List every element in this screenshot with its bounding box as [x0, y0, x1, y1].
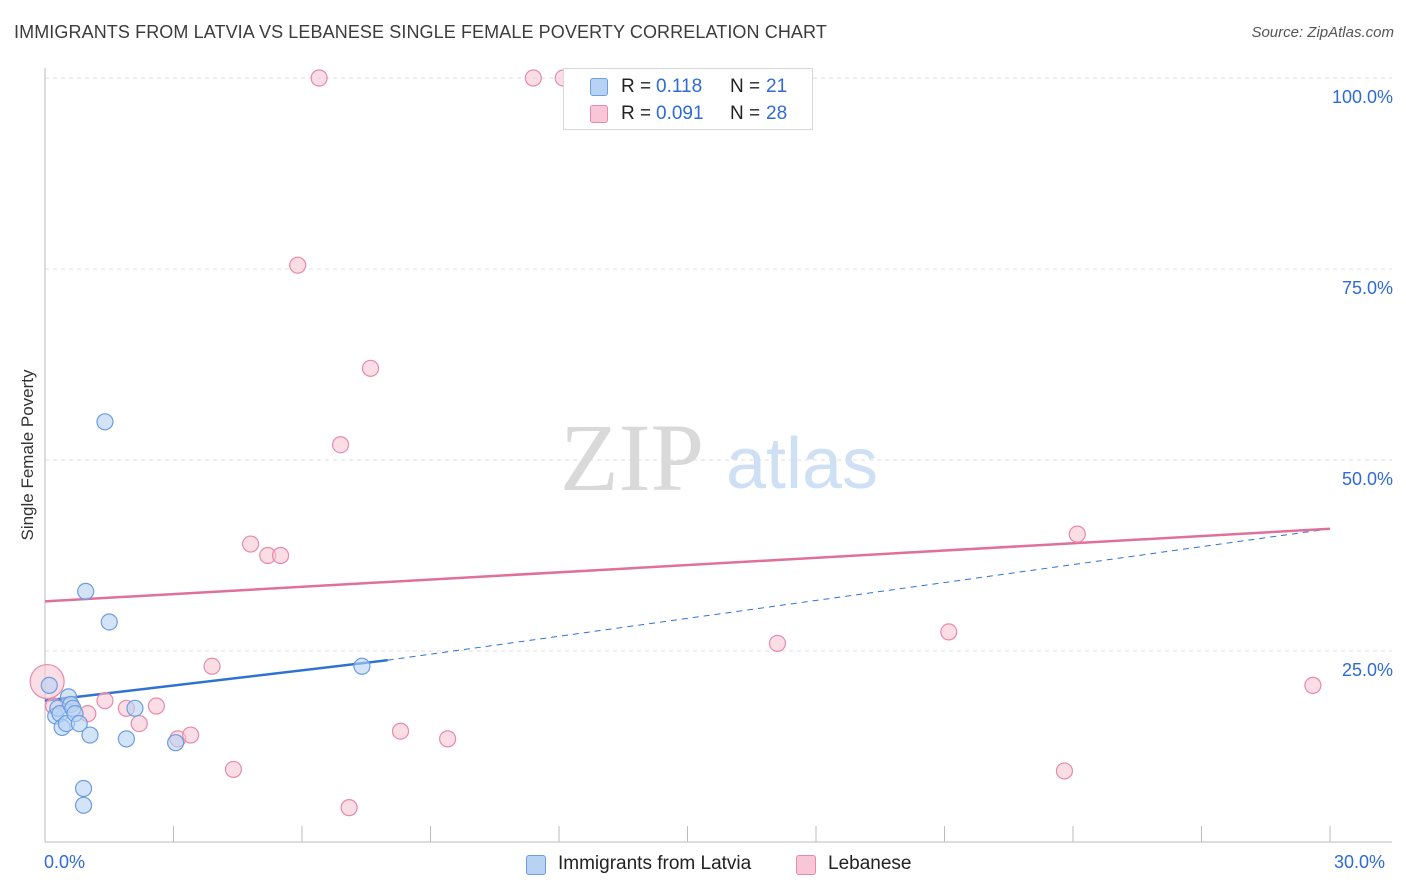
data-point-lebanese	[242, 535, 260, 553]
data-point-latvia	[74, 796, 93, 814]
data-point-latvia	[100, 613, 118, 631]
legend-row-lebanese: R = 0.091 N = 28	[564, 101, 812, 127]
legend-n-label: N =	[730, 103, 761, 124]
legend-n-label: N =	[730, 76, 761, 97]
y-tick-label: 50.0%	[1342, 469, 1393, 489]
legend-label-lebanese: Lebanese	[828, 853, 912, 874]
legend-r-label: R =	[621, 103, 652, 124]
data-point-latvia	[81, 726, 99, 744]
y-tick-label: 25.0%	[1342, 660, 1393, 680]
legend-swatch-blue	[526, 855, 546, 875]
data-points	[29, 69, 1322, 817]
y-tick-labels: 25.0% 50.0% 75.0% 100.0%	[1332, 87, 1393, 680]
y-tick-label: 100.0%	[1332, 87, 1393, 107]
data-point-lebanese	[331, 436, 350, 454]
watermark: ZIP atlas	[560, 404, 878, 511]
data-point-lebanese	[96, 692, 114, 710]
trend-extension-latvia	[387, 528, 1331, 661]
data-point-lebanese	[361, 359, 380, 377]
axes	[44, 68, 1392, 843]
data-point-latvia	[126, 699, 144, 717]
data-point-lebanese	[1055, 762, 1074, 780]
data-point-latvia	[117, 730, 135, 748]
legend-n-value: 28	[766, 103, 788, 124]
data-point-lebanese	[130, 714, 148, 733]
chart-title: IMMIGRANTS FROM LATVIA VS LEBANESE SINGL…	[14, 22, 827, 42]
data-point-lebanese	[203, 657, 221, 675]
legend-stats: R = 0.118 N = 21 R = 0.091 N = 28	[563, 68, 813, 130]
data-point-lebanese	[1068, 525, 1086, 543]
x-axis-min-label: 0.0%	[44, 852, 86, 872]
legend-series: Immigrants from Latvia Lebanese	[0, 850, 1406, 878]
data-point-lebanese	[289, 256, 307, 274]
legend-swatch-pink	[796, 855, 816, 875]
legend-r-value: 0.091	[656, 103, 704, 124]
watermark-zip: ZIP	[560, 404, 704, 511]
data-point-lebanese	[439, 730, 457, 748]
legend-label-latvia: Immigrants from Latvia	[558, 853, 752, 874]
x-axis-max-label: 30.0%	[1334, 852, 1386, 872]
legend-n-value: 21	[766, 76, 788, 97]
legend-swatch-blue	[590, 78, 608, 96]
data-point-latvia	[40, 676, 58, 694]
gridlines	[45, 77, 1392, 652]
legend-r-value: 0.118	[656, 76, 703, 97]
data-point-latvia	[96, 413, 114, 431]
legend-row-latvia: R = 0.118 N = 21	[564, 74, 812, 100]
trend-lines	[44, 527, 1331, 702]
data-point-latvia	[167, 734, 185, 752]
data-point-lebanese	[224, 760, 243, 779]
data-point-latvia	[74, 779, 93, 798]
data-point-lebanese	[391, 722, 410, 740]
data-point-latvia	[70, 714, 88, 733]
data-point-lebanese	[182, 726, 200, 744]
source-label: Source: ZipAtlas.com	[1251, 24, 1394, 41]
data-point-lebanese	[340, 799, 358, 817]
legend-r-label: R =	[621, 76, 652, 97]
data-point-lebanese	[940, 623, 958, 641]
y-axis-title: Single Female Poverty	[18, 369, 37, 541]
watermark-atlas: atlas	[726, 424, 878, 504]
data-point-lebanese	[1304, 676, 1322, 694]
legend-swatch-pink	[590, 105, 608, 123]
data-point-latvia	[353, 657, 371, 675]
trend-line-lebanese	[44, 527, 1331, 603]
data-point-latvia	[77, 582, 95, 601]
data-point-lebanese	[271, 546, 290, 565]
data-point-lebanese	[524, 69, 542, 87]
data-point-lebanese	[768, 634, 787, 652]
y-tick-label: 75.0%	[1342, 278, 1393, 298]
data-point-lebanese	[310, 69, 328, 87]
data-point-lebanese	[147, 697, 165, 715]
